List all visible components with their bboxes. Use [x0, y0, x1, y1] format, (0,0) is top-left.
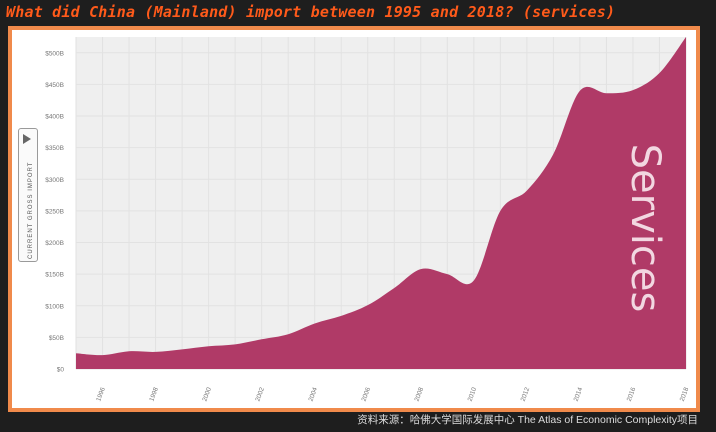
x-tick-label: 2012: [520, 386, 532, 402]
y-tick-label: $300B: [45, 177, 64, 184]
x-tick-label: 2016: [626, 386, 638, 402]
y-tick-label: $150B: [45, 272, 64, 279]
page-title: What did China (Mainland) import between…: [6, 3, 616, 21]
y-tick-label: $100B: [45, 303, 64, 310]
y-tick-label: $250B: [45, 208, 64, 215]
x-tick-label: 2004: [308, 386, 320, 402]
services-area: [76, 37, 686, 369]
x-tick-label: 2010: [467, 386, 479, 402]
source-caption: 资料来源：哈佛大学国际发展中心 The Atlas of Economic Co…: [357, 414, 698, 426]
x-tick-label: 2018: [679, 386, 691, 402]
yaxis-metric-toggle[interactable]: CURRENT GROSS IMPORT: [18, 128, 38, 262]
series-label-services: Services: [622, 144, 668, 313]
x-tick-label: 2000: [201, 386, 213, 402]
x-tick-label: 2002: [254, 386, 266, 402]
y-tick-label: $350B: [45, 145, 64, 152]
x-tick-label: 2006: [361, 386, 373, 402]
yaxis-metric-label: CURRENT GROSS IMPORT: [28, 161, 34, 259]
y-tick-label: $50B: [49, 335, 64, 342]
x-tick-label: 1998: [148, 386, 160, 402]
y-tick-label: $500B: [45, 50, 64, 57]
x-tick-label: 2008: [414, 386, 426, 402]
play-icon: [23, 134, 31, 144]
x-tick-label: 1996: [95, 386, 107, 402]
y-tick-label: $0: [57, 367, 65, 374]
y-tick-label: $400B: [45, 114, 64, 121]
y-tick-label: $200B: [45, 240, 64, 247]
x-tick-label: 2014: [573, 386, 585, 402]
y-tick-label: $450B: [45, 82, 64, 89]
